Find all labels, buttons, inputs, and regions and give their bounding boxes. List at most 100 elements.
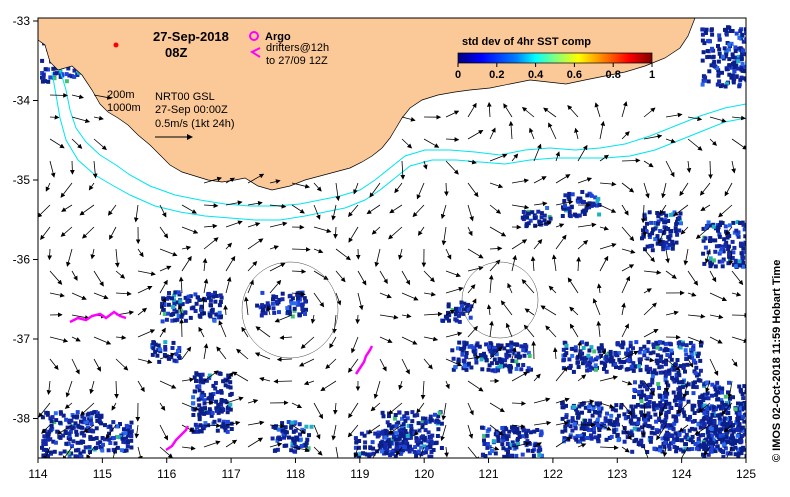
- sst-pixel: [622, 430, 626, 434]
- sst-pixel: [656, 234, 660, 238]
- sst-pixel: [103, 423, 107, 427]
- x-tick-label: 124: [672, 467, 692, 481]
- sst-pixel: [572, 405, 576, 409]
- sst-pixel: [385, 451, 389, 455]
- sst-pixel: [712, 258, 716, 262]
- scale-label: 0.5m/s (1kt 24h): [155, 118, 234, 130]
- sst-pixel: [381, 411, 385, 415]
- sst-pixel: [469, 316, 473, 320]
- sst-pixel: [180, 315, 184, 319]
- sst-pixel: [67, 432, 71, 436]
- sst-pixel: [424, 417, 428, 421]
- sst-pixel: [637, 417, 641, 421]
- sst-pixel: [739, 390, 743, 394]
- sst-pixel: [209, 303, 213, 307]
- sst-pixel: [394, 413, 398, 417]
- sst-pixel: [671, 434, 675, 438]
- sst-pixel: [600, 343, 604, 347]
- sst-pixel: [678, 393, 682, 397]
- sst-pixel: [395, 442, 399, 446]
- isobath-1000m-label: 1000m: [107, 102, 141, 114]
- sst-pixel: [539, 433, 543, 437]
- sst-pixel: [191, 401, 195, 405]
- sst-pixel: [638, 358, 642, 362]
- sst-pixel: [658, 340, 662, 344]
- sst-pixel: [515, 367, 519, 371]
- sst-pixel: [531, 449, 535, 453]
- sst-pixel: [383, 436, 387, 440]
- sst-pixel: [40, 446, 44, 450]
- sst-pixel: [648, 244, 652, 248]
- sst-pixel: [165, 318, 169, 322]
- sst-pixel: [171, 346, 175, 350]
- sst-pixel: [720, 247, 724, 251]
- sst-pixel: [536, 210, 540, 214]
- sst-pixel: [723, 46, 727, 50]
- sst-pixel: [293, 450, 297, 454]
- sst-pixel: [63, 450, 67, 454]
- sst-pixel: [95, 426, 99, 430]
- sst-pixel: [664, 394, 668, 398]
- sst-pixel: [226, 410, 230, 414]
- sst-pixel: [41, 415, 45, 419]
- sst-pixel: [163, 340, 167, 344]
- sst-pixel: [734, 229, 738, 233]
- sst-pixel: [484, 454, 488, 458]
- colorbar-title: std dev of 4hr SST comp: [462, 36, 591, 48]
- sst-pixel: [596, 197, 600, 201]
- sst-pixel: [482, 438, 486, 442]
- sst-pixel: [126, 440, 130, 444]
- sst-pixel: [576, 360, 580, 364]
- sst-pixel: [201, 373, 205, 377]
- sst-pixel: [80, 426, 84, 430]
- sst-pixel: [300, 444, 304, 448]
- sst-pixel: [581, 210, 585, 214]
- sst-pixel: [125, 448, 129, 452]
- sst-pixel: [487, 427, 491, 431]
- sst-pixel: [516, 363, 520, 367]
- sst-pixel: [191, 413, 195, 417]
- sst-pixel: [664, 418, 668, 422]
- sst-pixel: [724, 395, 728, 399]
- sst-pixel: [260, 314, 264, 318]
- sst-pixel: [702, 411, 706, 415]
- sst-pixel: [94, 446, 98, 450]
- sst-pixel: [464, 355, 468, 359]
- sst-pixel: [706, 39, 710, 43]
- sst-pixel: [129, 434, 133, 438]
- sst-pixel: [703, 76, 707, 80]
- sst-pixel: [694, 366, 698, 370]
- sst-pixel: [157, 360, 161, 364]
- sst-pixel: [720, 260, 724, 264]
- sst-pixel: [689, 438, 693, 442]
- sst-pixel: [175, 352, 179, 356]
- sst-pixel: [721, 221, 725, 225]
- sst-pixel: [510, 359, 514, 363]
- x-tick-label: 119: [350, 467, 369, 481]
- sst-pixel: [193, 389, 197, 393]
- sst-pixel: [632, 439, 636, 443]
- sst-pixel: [617, 414, 621, 418]
- sst-pixel: [452, 357, 456, 361]
- sst-pixel: [592, 349, 596, 353]
- sst-pixel: [728, 397, 732, 401]
- sst-pixel: [671, 247, 675, 251]
- sst-pixel: [211, 308, 215, 312]
- x-tick-label: 114: [28, 467, 47, 481]
- sst-pixel: [540, 211, 544, 215]
- sst-pixel: [739, 402, 743, 406]
- sst-pixel: [194, 371, 198, 375]
- sst-pixel: [719, 434, 723, 438]
- sst-pixel: [75, 414, 79, 418]
- sst-pixel: [208, 407, 212, 411]
- sst-pixel: [221, 379, 225, 383]
- sst-pixel: [693, 411, 697, 415]
- sst-pixel: [219, 300, 223, 304]
- sst-pixel: [72, 75, 76, 79]
- sst-pixel: [594, 363, 598, 367]
- sst-pixel: [640, 399, 644, 403]
- sst-pixel: [618, 366, 622, 370]
- sst-pixel: [578, 214, 582, 218]
- sst-pixel: [197, 398, 201, 402]
- sst-pixel: [710, 413, 714, 417]
